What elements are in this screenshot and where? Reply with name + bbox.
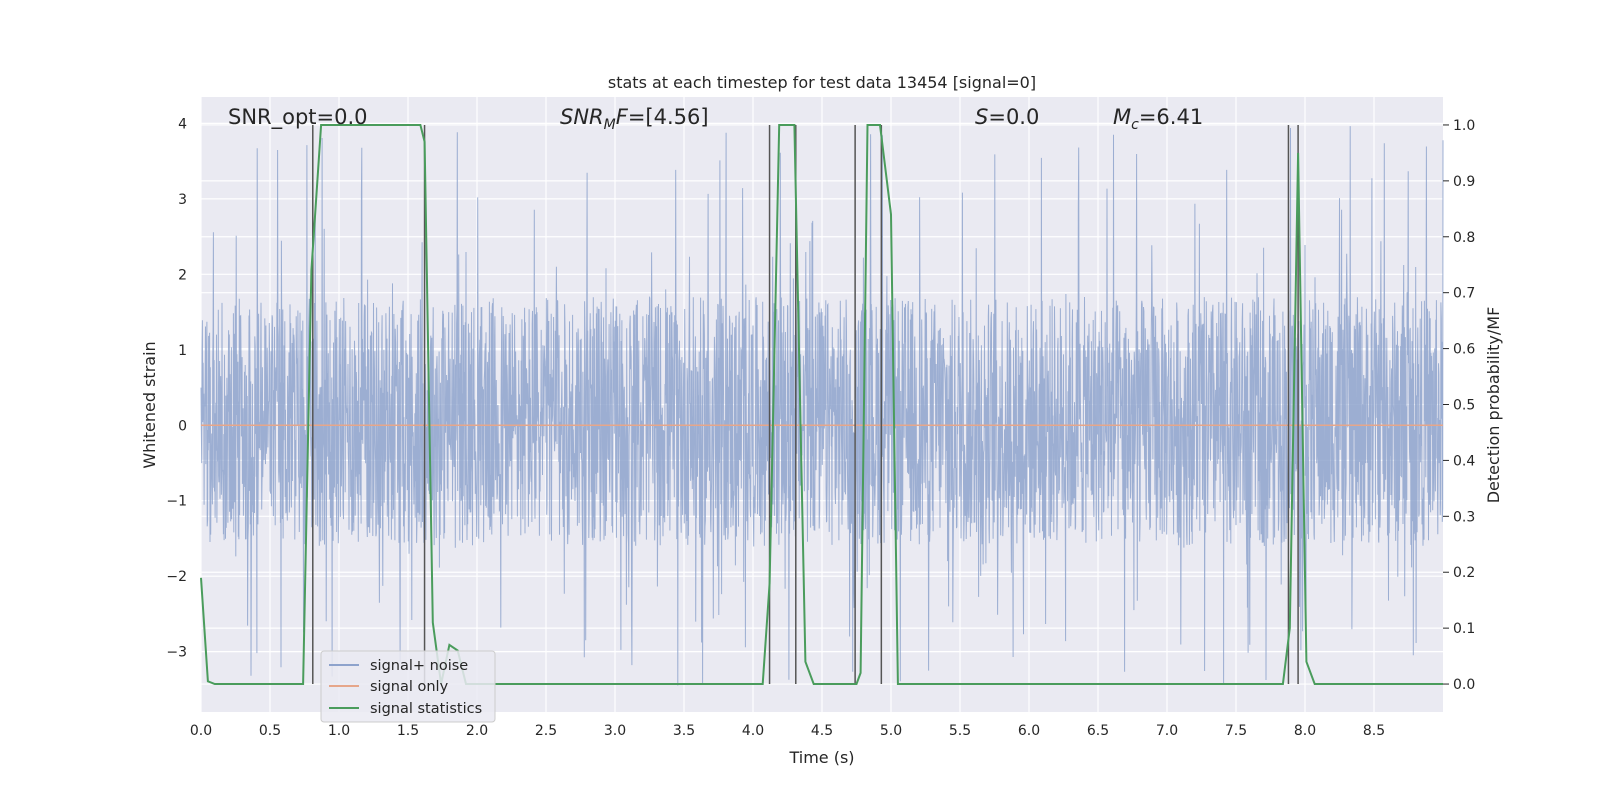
y2-tick-labels: 1.0 0.9 0.8 0.7 0.6 0.5 0.4 0.3 0.2 0.1 0.0 <box>1443 118 1475 693</box>
y2-tick-label: 0.4 <box>1453 453 1475 469</box>
signal-statistics-line <box>200 124 1443 685</box>
x-tick-label: 7.0 <box>1156 723 1178 739</box>
y-axis-label: Whitened strain <box>140 341 159 468</box>
signal-noise-line <box>200 126 1444 686</box>
x-tick-label: 1.0 <box>328 723 350 739</box>
x-tick-label: 1.5 <box>397 723 419 739</box>
y2-tick-label: 0.5 <box>1453 398 1475 414</box>
y2-tick-label: 0.7 <box>1453 286 1475 302</box>
chart-title: stats at each timestep for test data 134… <box>608 73 1036 92</box>
s-value: =0.0 <box>988 105 1039 129</box>
mc-label: M <box>1113 105 1131 129</box>
y2-tick-label: 0.9 <box>1453 174 1475 190</box>
y2-tick-label: 0.1 <box>1453 621 1475 637</box>
y-tick-label: 3 <box>178 192 187 208</box>
y-tick-label: −2 <box>166 569 187 585</box>
x-tick-label: 0.5 <box>259 723 281 739</box>
x-tick-label: 8.5 <box>1363 723 1385 739</box>
x-tick-label: 3.0 <box>604 723 626 739</box>
signal-noise-series <box>200 126 1444 686</box>
signal-statistics-series <box>200 124 1443 685</box>
x-tick-label: 7.5 <box>1225 723 1247 739</box>
legend-label-signal-noise: signal+ noise <box>370 658 468 674</box>
legend-label-signal-only: signal only <box>370 679 449 695</box>
snr-mf-main: SNR <box>560 105 604 129</box>
legend-label-signal-statistics: signal statistics <box>370 701 482 717</box>
y-tick-label: 4 <box>178 116 187 132</box>
x-tick-label: 2.0 <box>466 723 488 739</box>
y-tick-label: −1 <box>166 494 187 510</box>
snr-mf-tail: F <box>616 105 629 129</box>
x-tick-label: 6.0 <box>1018 723 1040 739</box>
x-tick-label: 4.0 <box>742 723 764 739</box>
y-tick-label: −3 <box>166 645 187 661</box>
x-tick-label: 4.5 <box>811 723 833 739</box>
legend: signal+ noise signal only signal statist… <box>320 650 496 723</box>
x-tick-label: 6.5 <box>1087 723 1109 739</box>
y2-tick-label: 0.3 <box>1453 509 1475 525</box>
y2-tick-label: 1.0 <box>1453 118 1475 134</box>
x-tick-label: 5.0 <box>880 723 902 739</box>
y2-axis-label: Detection probability/MF <box>1484 307 1503 504</box>
annotation-snr-mf: SNRMF=[4.56] <box>560 105 709 133</box>
legend-box <box>320 650 496 723</box>
y-tick-label: 1 <box>178 343 187 359</box>
y2-tick-label: 0.8 <box>1453 230 1475 246</box>
annotation-mc: Mc=6.41 <box>1113 105 1203 133</box>
s-label: S <box>975 105 988 129</box>
y2-tick-label: 0.2 <box>1453 565 1475 581</box>
x-tick-labels: 0.0 0.5 1.0 1.5 2.0 2.5 3.0 3.5 4.0 4.5 5.0 5.5 6.0 6… <box>190 723 1385 739</box>
snr-mf-sub: M <box>604 117 616 133</box>
annotation-s: S=0.0 <box>975 105 1039 129</box>
x-tick-label: 2.5 <box>535 723 557 739</box>
x-tick-label: 8.0 <box>1294 723 1316 739</box>
mc-value: =6.41 <box>1139 105 1203 129</box>
y-tick-label: 2 <box>178 267 187 283</box>
annotation-snr-opt: SNR_opt=0.0 <box>228 105 368 130</box>
x-tick-label: 0.0 <box>190 723 212 739</box>
y2-tick-label: 0.6 <box>1453 342 1475 358</box>
x-axis-label: Time (s) <box>788 748 854 767</box>
x-tick-label: 3.5 <box>673 723 695 739</box>
y-tick-label: 0 <box>178 418 187 434</box>
y2-tick-label: 0.0 <box>1453 677 1475 693</box>
snr-mf-value: =[4.56] <box>628 105 709 129</box>
mc-sub: c <box>1131 117 1139 133</box>
x-tick-label: 5.5 <box>949 723 971 739</box>
y-tick-labels: 4 3 2 1 0 −1 −2 −3 <box>166 116 187 660</box>
